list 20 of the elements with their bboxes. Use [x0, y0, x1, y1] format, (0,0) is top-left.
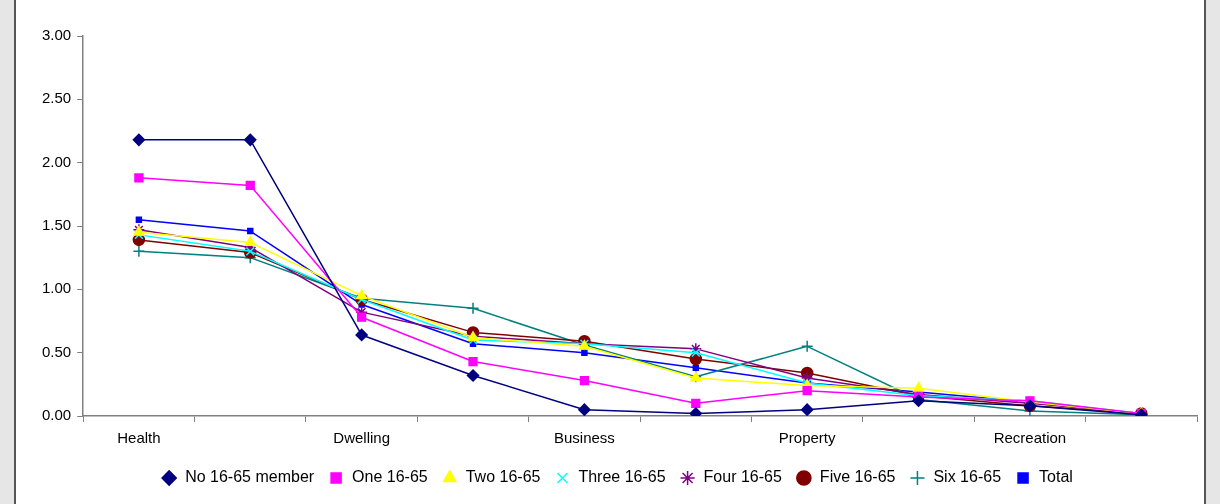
- legend-label: Total: [1039, 468, 1073, 486]
- legend-label: Two 16-65: [465, 468, 541, 486]
- y-tick-label: 2.00: [41, 152, 72, 170]
- x-tick-label: Property: [778, 429, 837, 447]
- legend-label: Three 16-65: [578, 468, 666, 486]
- y-tick-label: 1.00: [41, 279, 72, 297]
- legend-label: No 16-65 member: [185, 468, 315, 486]
- y-tick-label: 3.00: [41, 26, 72, 44]
- x-tick-label: Dwelling: [333, 429, 390, 447]
- x-tick-label: Business: [553, 429, 615, 447]
- x-tick-label: Health: [117, 429, 161, 447]
- x-tick-label: Recreation: [993, 429, 1067, 447]
- legend-label: One 16-65: [352, 468, 428, 486]
- legend-label: Four 16-65: [703, 468, 782, 486]
- y-tick-label: 0.00: [41, 406, 72, 424]
- y-tick-label: 1.50: [41, 216, 72, 234]
- legend-label: Six 16-65: [933, 468, 1002, 486]
- y-tick-label: 0.50: [41, 342, 72, 360]
- y-tick-label: 2.50: [41, 89, 72, 107]
- legend-label: Five 16-65: [819, 468, 896, 486]
